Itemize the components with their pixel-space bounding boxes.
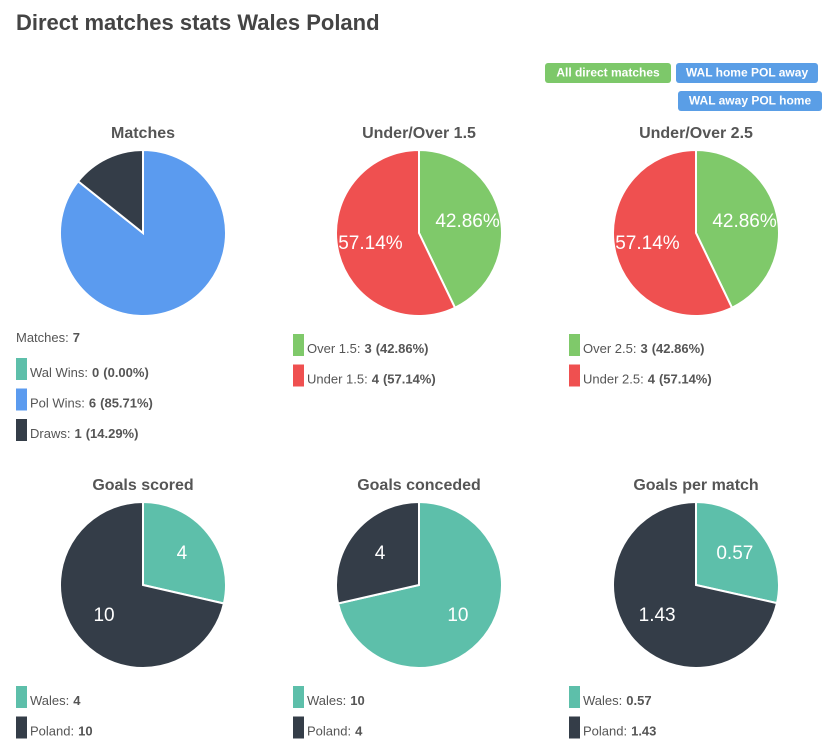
legend-percent: (14.29%) xyxy=(86,426,139,441)
legend-value: 4 xyxy=(355,724,363,739)
legend-entry: Under 2.5: 4 (57.14%) xyxy=(583,372,712,387)
pie-slice xyxy=(695,500,780,605)
legend-entry: Wal Wins: 0 (0.00%) xyxy=(30,365,149,380)
legend-name: Wales: xyxy=(583,693,622,708)
legend-swatch xyxy=(569,364,580,387)
chart-title: Under/Over 2.5 xyxy=(639,125,753,142)
legend-entry: Poland: 4 xyxy=(307,724,363,739)
legend-entry: Wales: 0.57 xyxy=(583,693,652,708)
chart-title: Under/Over 1.5 xyxy=(362,125,476,142)
legend-swatch xyxy=(569,686,580,708)
slice-label: 0.57 xyxy=(716,543,753,564)
slice-label: 10 xyxy=(93,605,114,626)
pie-slice xyxy=(612,500,779,669)
filter-button-label[interactable]: All direct matches xyxy=(556,66,660,80)
legend-name: Poland: xyxy=(583,724,627,739)
pie-slice xyxy=(418,148,503,310)
filter-button-label[interactable]: WAL away POL home xyxy=(689,94,812,108)
legend-name: Wal Wins: xyxy=(30,365,88,380)
legend-swatch xyxy=(293,364,304,387)
filter-button[interactable] xyxy=(676,63,818,83)
legend-name: Poland: xyxy=(307,724,351,739)
chart-title: Matches xyxy=(111,125,175,142)
legend-name: Wales: xyxy=(30,693,69,708)
pie-slice xyxy=(76,148,144,236)
legend-value: 3 xyxy=(364,341,371,356)
pie-slice xyxy=(335,148,457,317)
legend-name: Over 1.5: xyxy=(307,341,360,356)
legend-entry: Poland: 1.43 xyxy=(583,724,656,739)
total-value: 7 xyxy=(73,330,80,345)
legend-swatch xyxy=(16,419,27,441)
legend-entry: Under 1.5: 4 (57.14%) xyxy=(307,372,436,387)
legend-name: Pol Wins: xyxy=(30,396,85,411)
legend-swatch xyxy=(293,334,304,356)
legend-entry: Draws: 1 (14.29%) xyxy=(30,426,138,441)
legend-percent: (42.86%) xyxy=(652,341,705,356)
legend-percent: (85.71%) xyxy=(100,396,153,411)
slice-label: 1.43 xyxy=(639,605,676,626)
pie-slice xyxy=(612,148,734,317)
legend-value: 0.57 xyxy=(626,693,651,708)
legend-name: Under 2.5: xyxy=(583,372,644,387)
chart-title: Goals per match xyxy=(633,477,758,494)
legend-swatch xyxy=(16,358,27,380)
legend-value: 4 xyxy=(372,372,380,387)
legend-entry: Over 2.5: 3 (42.86%) xyxy=(583,341,704,356)
filter-button-label[interactable]: WAL home POL away xyxy=(686,66,809,80)
legend-value: 1.43 xyxy=(631,724,656,739)
legend-entry: Poland: 10 xyxy=(30,724,93,739)
pie-slice xyxy=(695,148,780,310)
total-label: Matches: xyxy=(16,330,69,345)
legend-percent: (0.00%) xyxy=(103,365,149,380)
legend-swatch xyxy=(16,388,27,411)
legend-entry: Wales: 10 xyxy=(307,693,365,708)
legend-swatch xyxy=(293,686,304,708)
pie-slice xyxy=(59,500,226,669)
legend-swatch xyxy=(16,716,27,739)
slice-label: 42.86% xyxy=(435,211,500,232)
legend-value: 3 xyxy=(640,341,647,356)
pie-slice xyxy=(142,500,227,605)
slice-label: 42.86% xyxy=(712,211,777,232)
slice-label: 10 xyxy=(447,605,468,626)
chart-title: Goals conceded xyxy=(357,477,481,494)
legend-percent: (42.86%) xyxy=(376,341,429,356)
legend-swatch xyxy=(293,716,304,739)
legend-value: 6 xyxy=(89,396,96,411)
pie-slice xyxy=(335,500,420,605)
legend-entry: Pol Wins: 6 (85.71%) xyxy=(30,396,153,411)
legend-value: 1 xyxy=(74,426,81,441)
legend-name: Under 1.5: xyxy=(307,372,368,387)
legend-name: Draws: xyxy=(30,426,70,441)
chart-title: Goals scored xyxy=(92,477,193,494)
legend-name: Over 2.5: xyxy=(583,341,636,356)
filter-button[interactable] xyxy=(678,91,822,111)
legend-value: 4 xyxy=(73,693,81,708)
page-title: Direct matches stats Wales Poland xyxy=(16,10,380,35)
legend-swatch xyxy=(569,716,580,739)
legend-swatch xyxy=(569,334,580,356)
legend-swatch xyxy=(16,686,27,708)
slice-label: 4 xyxy=(375,543,386,564)
legend-value: 10 xyxy=(350,693,364,708)
legend-name: Poland: xyxy=(30,724,74,739)
legend-entry: Wales: 4 xyxy=(30,693,81,708)
legend-value: 10 xyxy=(78,724,92,739)
legend-percent: (57.14%) xyxy=(383,372,436,387)
legend-value: 4 xyxy=(648,372,656,387)
filter-button[interactable] xyxy=(545,63,671,83)
slice-label: 57.14% xyxy=(338,233,403,254)
legend-name: Wales: xyxy=(307,693,346,708)
legend-percent: (57.14%) xyxy=(659,372,712,387)
legend-value: 0 xyxy=(92,365,99,380)
legend-total: Matches: 7 xyxy=(16,330,80,345)
slice-label: 4 xyxy=(177,543,188,564)
slice-label: 57.14% xyxy=(615,233,680,254)
legend-entry: Over 1.5: 3 (42.86%) xyxy=(307,341,428,356)
